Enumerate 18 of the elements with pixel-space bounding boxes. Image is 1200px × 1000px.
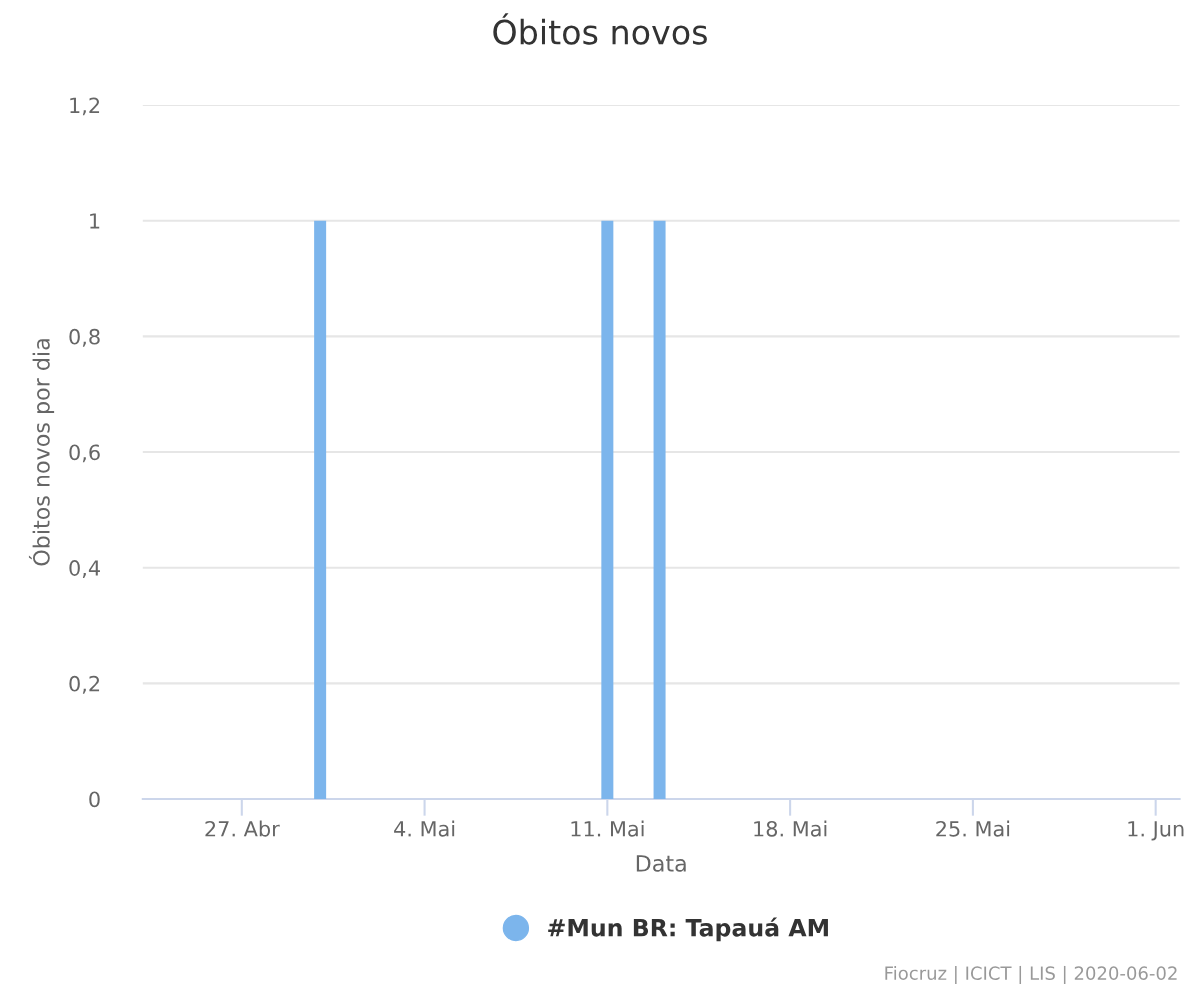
y-tick-label: 0,4 — [69, 560, 100, 578]
y-tick-label: 1,2 — [70, 97, 100, 116]
x-tick-label: 1. Jun — [1128, 821, 1184, 841]
y-tick-label: 0,8 — [69, 328, 100, 347]
text: Fiocruz | ICICT | LIS | 2020-06-02 — [885, 965, 1177, 984]
x-tick-label: 4. Mai — [394, 820, 455, 837]
x-tick-label: 11. Mai — [571, 820, 644, 837]
y-tick-label: 1 — [90, 213, 100, 229]
y-tick-label: 0,6 — [69, 444, 100, 463]
y-axis-title: Óbitos novos por dia — [28, 339, 55, 566]
x-axis-title: Data — [636, 855, 686, 872]
y-tick-label: 0 — [89, 791, 100, 808]
legend-label: #Mun BR: Tapauá AM — [548, 917, 828, 942]
x-tick-label: 18. Mai — [754, 820, 827, 837]
x-tick-label: 27. Abr — [205, 820, 280, 837]
x-tick-label: 25. Mai — [936, 820, 1010, 837]
y-tick-label: 0,2 — [69, 675, 100, 694]
chart-title: Óbitos novos — [493, 13, 707, 45]
